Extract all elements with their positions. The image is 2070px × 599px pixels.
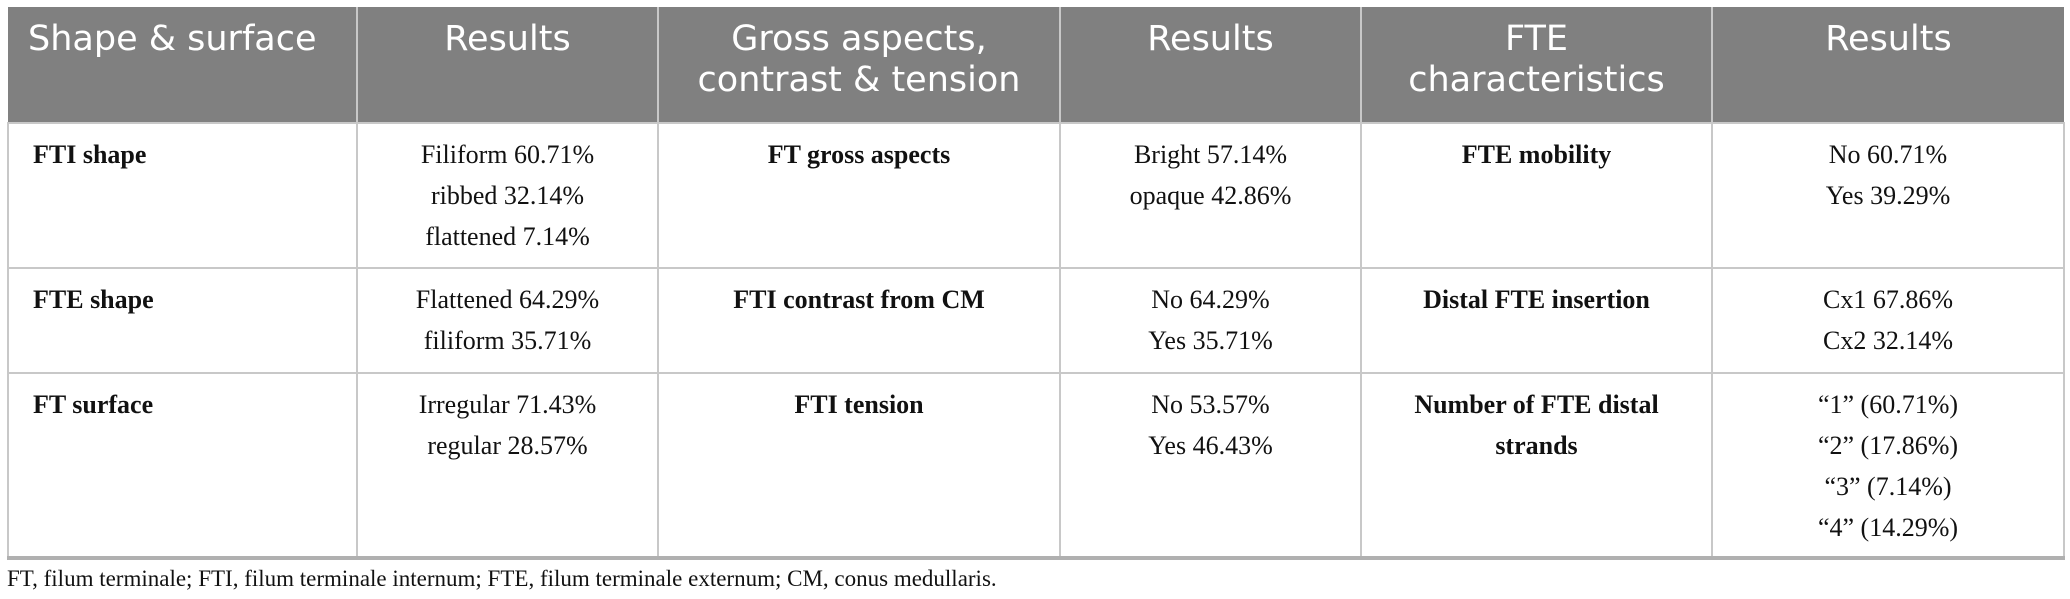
- cell-text: Cx1 67.86%: [1823, 285, 1953, 314]
- table-cell: Distal FTE insertion: [1360, 267, 1712, 373]
- cell-text: Filiform 60.71%: [420, 140, 595, 169]
- cell-text: Irregular 71.43%: [418, 390, 597, 419]
- header-cell: Gross aspects, contrast & tension: [657, 7, 1060, 123]
- header-row: Shape & surface Results Gross aspects, cont…: [8, 7, 2064, 123]
- cell-text: FTI tension: [794, 390, 924, 419]
- header-text: Results: [1147, 19, 1274, 59]
- table-cell: FT gross aspects: [657, 122, 1060, 268]
- header-cell: FTE characteristics: [1360, 7, 1712, 123]
- table-cell: Irregular 71.43% regular 28.57%: [356, 372, 658, 558]
- cell-text: Distal FTE insertion: [1423, 285, 1650, 314]
- table-cell: FTI contrast from CM: [657, 267, 1060, 373]
- cell-text: ribbed 32.14%: [430, 181, 585, 210]
- cell-text: “2” (17.86%): [1817, 431, 1959, 460]
- cell-text: “3” (7.14%): [1824, 472, 1952, 501]
- header-text: characteristics: [1408, 60, 1665, 100]
- cell-text: No 64.29%: [1151, 285, 1270, 314]
- cell-text: “1” (60.71%): [1817, 390, 1959, 419]
- cell-text: No 60.71%: [1828, 140, 1948, 169]
- header-text: Shape & surface: [28, 19, 317, 59]
- cell-text: opaque 42.86%: [1129, 181, 1292, 210]
- table-cell: Cx1 67.86% Cx2 32.14%: [1711, 267, 2065, 373]
- table-cell: FTE mobility: [1360, 122, 1712, 268]
- header-text: contrast & tension: [697, 60, 1021, 100]
- header-cell: Results: [356, 7, 658, 123]
- cell-text: FTI shape: [33, 140, 147, 169]
- table-cell: Flattened 64.29% filiform 35.71%: [356, 267, 658, 373]
- cell-text: No 53.57%: [1151, 390, 1270, 419]
- cell-text: filiform 35.71%: [423, 326, 592, 355]
- cell-text: Bright 57.14%: [1133, 140, 1288, 169]
- cell-text: FT gross aspects: [767, 140, 951, 169]
- table-cell: Number of FTE distal strands: [1360, 372, 1712, 558]
- cell-text: FTI contrast from CM: [733, 285, 985, 314]
- table-cell: “1” (60.71%) “2” (17.86%) “3” (7.14%) “4” (…: [1711, 372, 2065, 558]
- table-row: FTI shape Filiform 60.71% ribbed 32.14% fla…: [7, 122, 2065, 268]
- header-text: Results: [444, 19, 571, 59]
- table-cell: FTI shape: [7, 122, 357, 268]
- table-body: FTI shape Filiform 60.71% ribbed 32.14% fla…: [7, 122, 2065, 558]
- header-cell: Shape & surface: [8, 7, 357, 123]
- table-cell: FTE shape: [7, 267, 357, 373]
- cell-text: “4” (14.29%): [1817, 513, 1959, 542]
- table-cell: No 64.29% Yes 35.71%: [1059, 267, 1361, 373]
- results-table: Shape & surface Results Gross aspects, cont…: [7, 7, 2065, 560]
- header-text: Results: [1825, 19, 1952, 59]
- footnote: FT, filum terminale; FTI, filum terminal…: [7, 566, 997, 591]
- cell-text: Cx2 32.14%: [1823, 326, 1953, 355]
- header-cell: Results: [1711, 7, 2064, 123]
- cell-text: Flattened 64.29%: [415, 285, 600, 314]
- table-cell: FT surface: [7, 372, 357, 558]
- cell-text: FTE shape: [33, 285, 154, 314]
- cell-text: Yes 35.71%: [1148, 326, 1273, 355]
- cell-text: Number of FTE distal strands: [1414, 390, 1659, 460]
- cell-text: regular 28.57%: [427, 431, 588, 460]
- table-cell: FTI tension: [657, 372, 1060, 558]
- cell-text: Yes 46.43%: [1148, 431, 1273, 460]
- table-cell: Bright 57.14% opaque 42.86%: [1059, 122, 1361, 268]
- table-row: FTE shape Flattened 64.29% filiform 35.71%…: [7, 267, 2065, 373]
- cell-text: flattened 7.14%: [425, 222, 590, 251]
- table-cell: Filiform 60.71% ribbed 32.14% flattened 7.…: [356, 122, 658, 268]
- table-cell: No 53.57% Yes 46.43%: [1059, 372, 1361, 558]
- cell-text: FTE mobility: [1461, 140, 1612, 169]
- cell-text: FT surface: [33, 390, 154, 419]
- header-text: Gross aspects,: [731, 19, 987, 59]
- header-cell: Results: [1059, 7, 1361, 123]
- table-row: FT surface Irregular 71.43% regular 28.57%…: [7, 372, 2065, 558]
- cell-text: Yes 39.29%: [1825, 181, 1951, 210]
- table-cell: No 60.71% Yes 39.29%: [1711, 122, 2065, 268]
- header-text: FTE: [1504, 19, 1568, 59]
